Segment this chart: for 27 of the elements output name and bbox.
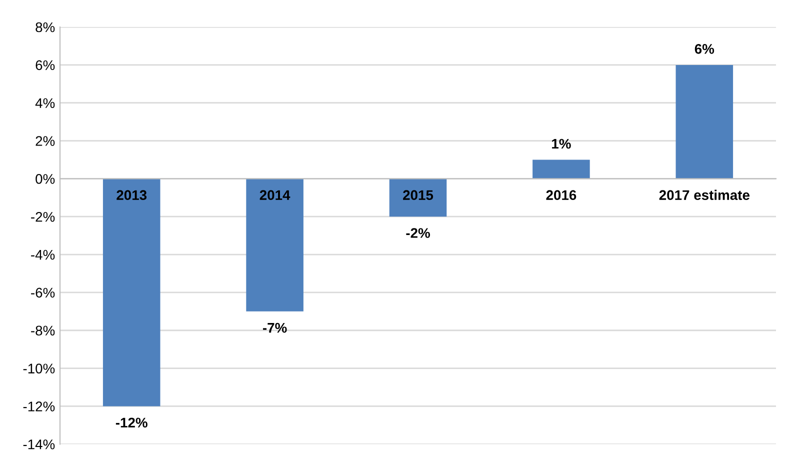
y-tick-label: -6% xyxy=(31,288,55,298)
data-label: -2% xyxy=(406,228,430,238)
y-tick-label: 4% xyxy=(35,98,55,108)
bar xyxy=(389,178,447,217)
x-tick-label: 2016 xyxy=(546,190,576,200)
bar xyxy=(102,178,160,406)
y-tick-label: -12% xyxy=(23,402,55,412)
y-tick-label: -8% xyxy=(31,326,55,336)
bar xyxy=(532,160,590,179)
y-tick-label: -10% xyxy=(23,364,55,374)
y-tick-label: 2% xyxy=(36,136,55,146)
x-tick-label: 2017 estimate xyxy=(659,190,750,200)
y-tick-label: 8% xyxy=(36,22,55,32)
bar xyxy=(246,178,304,312)
bar xyxy=(676,64,734,179)
data-label: 1% xyxy=(552,138,571,149)
data-label: 6% xyxy=(694,44,714,54)
x-tick-label: 2014 xyxy=(260,190,290,200)
data-label: -12% xyxy=(116,418,148,428)
y-tick-label: 6% xyxy=(36,60,55,70)
y-tick-label: -14% xyxy=(23,440,55,450)
x-tick-label: 2015 xyxy=(403,190,434,200)
y-tick-label: -2% xyxy=(31,212,55,222)
x-tick-label: 2013 xyxy=(116,190,147,200)
y-tick-label: 0% xyxy=(36,174,55,184)
data-label: -7% xyxy=(262,322,287,333)
y-tick-label: -4% xyxy=(31,250,55,260)
